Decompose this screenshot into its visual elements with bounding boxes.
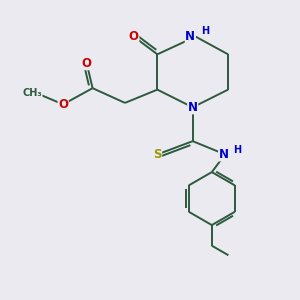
Text: N: N — [185, 30, 195, 43]
Text: N: N — [219, 148, 229, 161]
Text: N: N — [188, 101, 198, 114]
Text: O: O — [82, 57, 92, 70]
Text: O: O — [58, 98, 68, 111]
Text: S: S — [153, 148, 162, 161]
Text: CH₃: CH₃ — [22, 88, 42, 98]
Text: H: H — [201, 26, 209, 36]
Text: O: O — [129, 30, 139, 43]
Text: H: H — [233, 145, 242, 155]
